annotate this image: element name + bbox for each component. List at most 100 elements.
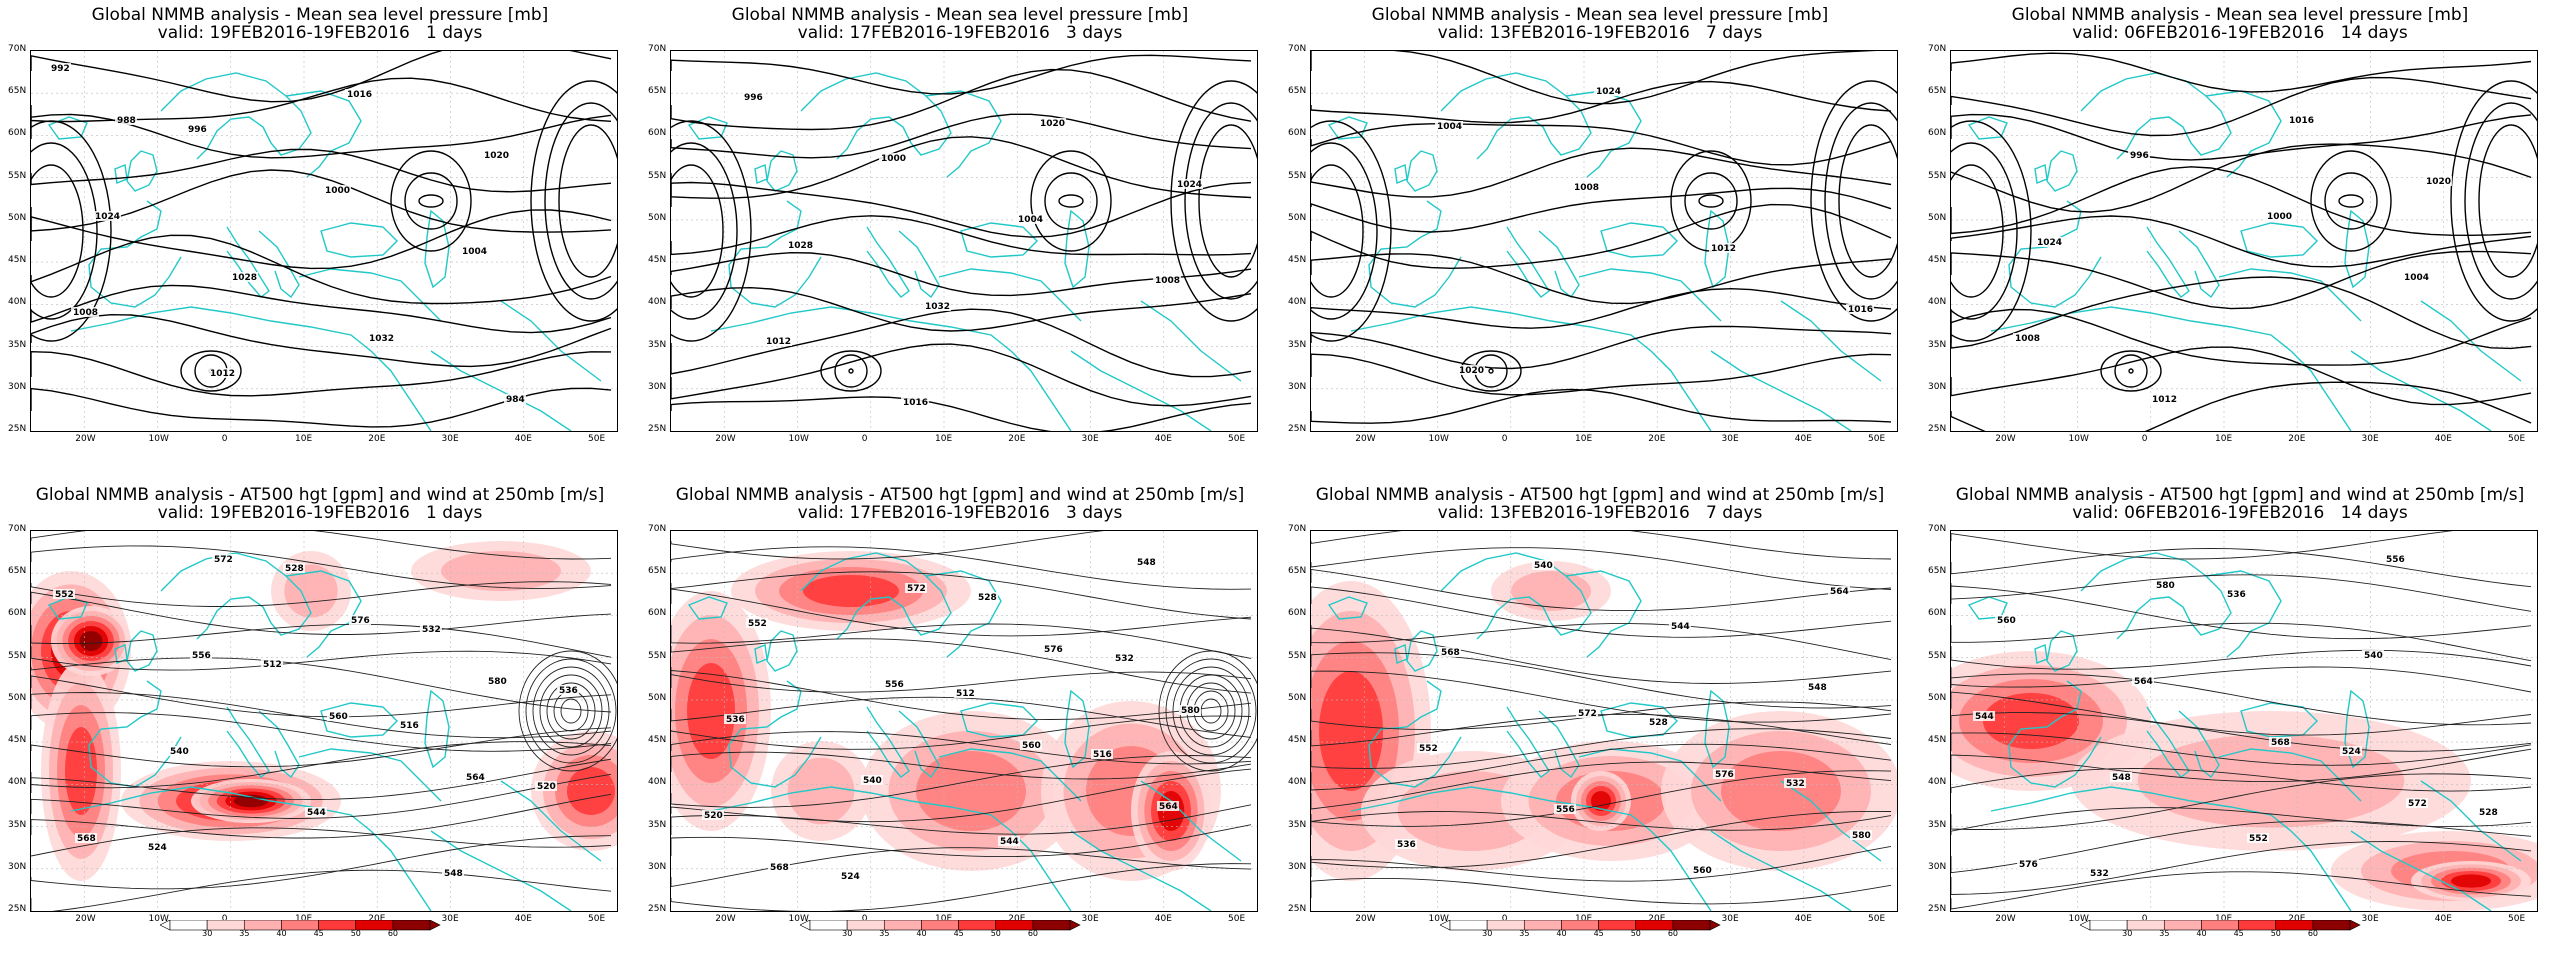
height-contour [671,623,1252,659]
map-canvas: 996 1000 1004 1008 1012 1016 1020 1024 1028 1032 [671,51,1257,431]
contour-label-text: 1004 [1018,215,1043,225]
isobar [1951,143,2532,213]
height-contour [1951,871,2532,910]
contour-label: 544 [1973,711,1995,722]
map-area: 524 528 532 536 540 544 548 552 556 560 564 568 572 5… [1950,530,2538,912]
lon-tick-label: 30E [441,434,459,444]
isobar-closed [2338,194,2364,208]
coastline [938,748,1082,802]
coastline [960,702,1038,738]
isobar [31,313,612,368]
contour-label-text: 580 [1852,831,1871,841]
coastline [47,116,88,140]
contour-label: 552 [2247,833,2269,844]
isobar [671,68,1252,131]
coastline [1140,780,1242,862]
contour-label-text: 552 [1419,744,1438,754]
lat-tick-label: 70N [1288,524,1307,534]
contour-label: 568 [1439,647,1461,658]
contour-label: 528 [2477,807,2499,818]
contour-label-text: 524 [148,843,167,853]
panel-z500-7: Global NMMB analysis - AT500 hgt [gpm] a… [1280,480,1920,960]
isobar-closed [2450,80,2537,322]
wind-speed-shading [2451,874,2491,888]
lat-tick-label: 60N [1288,128,1307,139]
lon-tick-label: 20E [1648,434,1666,444]
contour-label: 540 [861,775,883,786]
contour-label: 544 [305,807,327,818]
height-contour [1951,673,2532,726]
contour-label: 572 [2406,798,2428,809]
lat-tick-label: 30N [8,381,27,392]
contour-label-text: 1024 [1177,180,1202,190]
coastline [2350,830,2492,911]
height-contour [1311,811,1892,835]
contour-label-text: 1020 [2426,177,2451,187]
lon-tick-label: 0 [861,434,868,444]
colorbar-tick-label: 50 [351,929,361,936]
coastline [1704,689,1730,769]
lat-tick-label: 55N [648,170,667,181]
lat-tick-label: 30N [8,861,27,872]
contour-label: 568 [768,862,790,873]
contour-label-text: 1028 [232,273,257,283]
panel-mslp-14: Global NMMB analysis - Mean sea level pr… [1920,0,2560,480]
coastline [710,306,1072,431]
isobar [1311,253,1892,305]
isobar-closed [1838,124,1897,278]
isobar-closed [1684,172,1738,230]
isobar [31,234,612,305]
contour-label: 536 [557,685,579,696]
contour-label-text: 528 [978,593,997,603]
isobar-closed [418,194,444,208]
colorbar-left-arrow [799,919,811,931]
contour-label-text: 544 [1975,712,1994,722]
contour-label-text: 532 [1786,779,1805,789]
lon-tick-label: 20W [1355,914,1376,924]
contour-label: 576 [2017,859,2039,870]
contour-label-text: 556 [885,680,904,690]
contour-label-text: 576 [2019,860,2038,870]
lat-tick-label: 50N [8,212,27,223]
lat-tick-label: 65N [8,86,27,97]
isobar-closed [2324,172,2378,230]
coastline [2046,150,2078,192]
coastline [898,230,940,299]
colorbar-tick-label: 45 [954,929,964,936]
coastline [2344,209,2370,289]
panel-valid-date: valid: 19FEB2016-19FEB2016 1 days [157,23,483,43]
lon-tick-label: 50E [2508,914,2526,924]
isobar-closed [1311,164,1364,298]
isobar [671,396,1252,431]
contour-label: 1016 [901,397,929,408]
lat-tick-label: 25N [1928,904,1947,914]
height-contour [1951,666,2532,693]
isobar-closed [1184,102,1257,300]
colorbar-right-arrow [2349,919,2361,931]
contour-label-text: 572 [907,584,926,594]
contour-label: 1000 [2265,211,2293,222]
isobar [1311,388,1892,424]
coastline [2218,268,2362,322]
contour-label-text: 532 [1115,654,1134,664]
colorbar-tick-label: 60 [1668,929,1678,936]
isobar [1311,51,1877,105]
contour-label-text: 564 [466,773,485,783]
contour-label: 1012 [1709,243,1737,254]
coastline [1070,350,1212,431]
contour-label-text: 512 [956,689,975,699]
height-contour [1951,548,2532,588]
coastline [1600,222,1678,258]
contour-label: 1028 [786,240,814,251]
coastline [766,150,798,192]
coastline [1327,116,1368,140]
contour-label: 572 [212,554,234,565]
lat-tick-label: 45N [1928,255,1947,266]
contour-label: 512 [954,688,976,699]
lat-tick-label: 30N [648,381,667,392]
coastline [126,150,158,192]
contour-label-text: 572 [214,555,233,565]
isobar [1951,346,2532,406]
lon-tick-label: 10W [1428,434,1449,444]
coastline [70,306,432,431]
